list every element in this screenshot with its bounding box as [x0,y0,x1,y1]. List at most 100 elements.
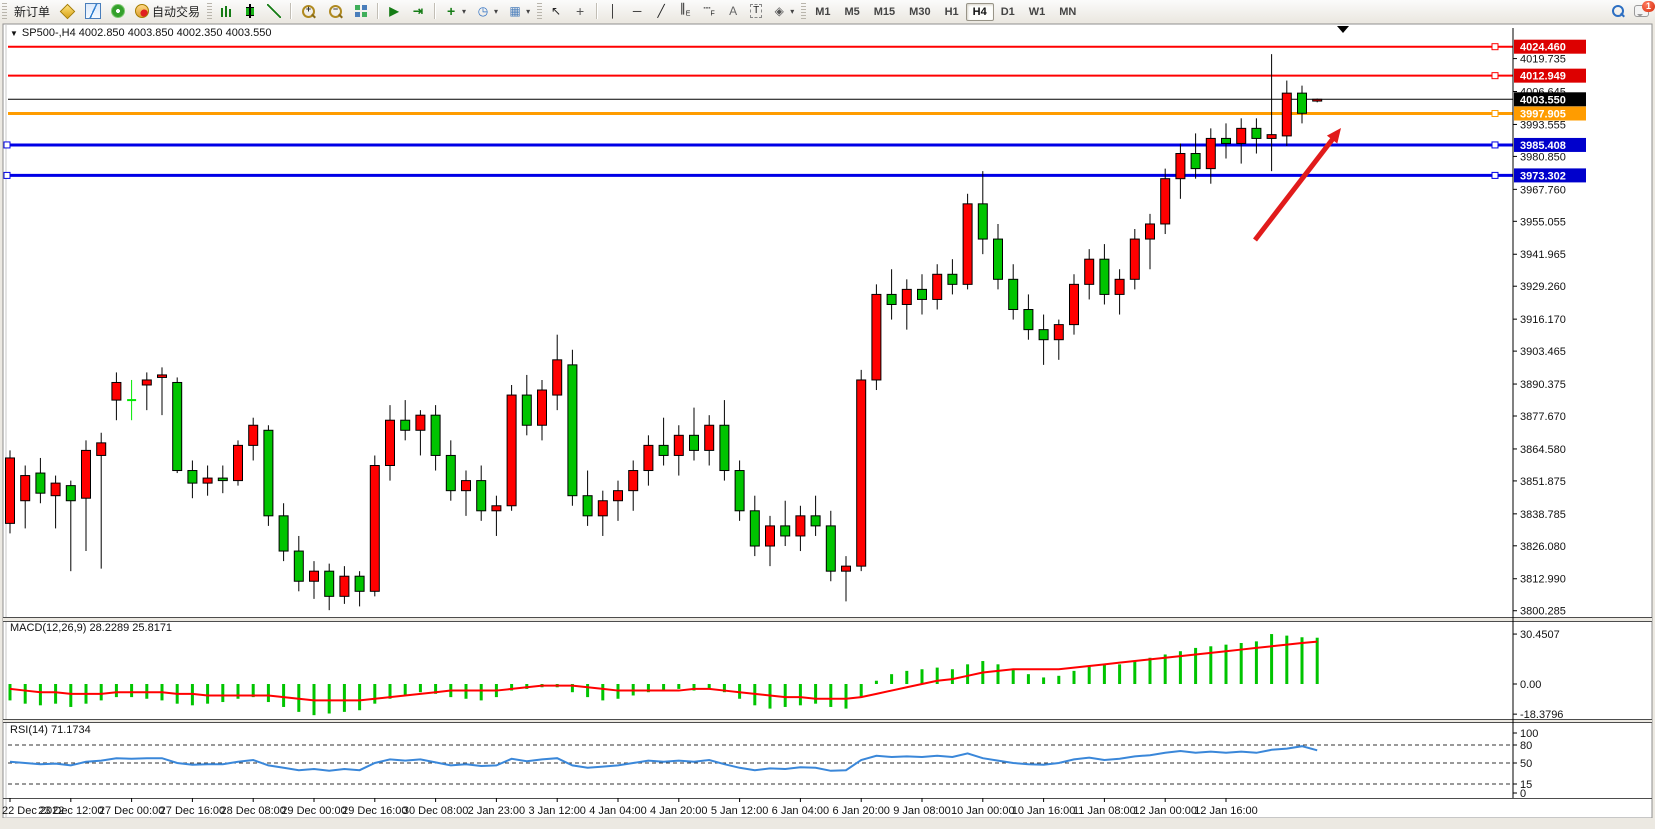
line-handle[interactable] [1491,171,1499,179]
candle-body [537,389,547,426]
main-toolbar: 新订单 自动交易 + − ▶ ⇥ + ▾ ◷ ▾ ▦ ▾ ↖ + │ ─ ╱ ∥… [0,0,1655,23]
crosshair-tool-button[interactable]: + [568,0,592,22]
timeframe-button-m1[interactable]: M1 [815,6,831,18]
candle-body [324,570,335,597]
horizontal-line-tool-button[interactable]: ─ [625,0,649,22]
timeframe-button-m30[interactable]: M30 [909,6,931,18]
line-handle[interactable] [3,141,11,149]
time-axis-label: 9 Jan 08:00 [893,805,951,817]
text-icon: A [729,4,738,18]
price-badge [1514,106,1586,121]
text-tool-button[interactable]: A [721,0,745,22]
candle-body [825,525,836,572]
price-tick-label: 3800.285 [1520,606,1566,618]
bar-chart-icon [220,5,233,17]
price-tick-label: 3929.260 [1520,281,1566,293]
candle-body [1160,178,1171,225]
line-handle[interactable] [1491,43,1499,51]
vertical-line-tool-button[interactable]: │ [601,0,625,22]
toolbar-grip [801,3,807,19]
macd-axis-label: 0.00 [1520,679,1541,691]
crosshair-icon: + [575,3,585,19]
chevron-down-icon: ▾ [790,6,795,16]
timeframe-button-h4[interactable]: H4 [965,3,994,21]
autotrading-button[interactable]: 自动交易 [130,0,205,22]
timeframe-button-d1[interactable]: D1 [1000,6,1015,18]
toolbar-right-group: 1 [1612,1,1655,17]
fibonacci-tool-button[interactable]: ┄F [697,0,721,22]
timeframe-button-mn[interactable]: MN [1059,6,1077,18]
search-icon[interactable] [1612,5,1624,17]
time-axis-label: 29 Dec 00:00 [281,805,346,817]
fibonacci-icon: ┄F [703,0,715,18]
line-handle[interactable] [1491,72,1499,80]
symbol-dropdown-icon[interactable]: ▼ [10,29,18,38]
price-badge [1514,168,1586,183]
periods-button[interactable]: ◷ ▾ [471,0,503,22]
time-axis-label: 28 Dec 08:00 [220,805,285,817]
timeframe-toolbar: M1 M5 M15 M30 H1 H4 D1 W1 MN [808,3,1083,21]
candle-body [1236,127,1247,144]
candle-body [734,470,745,512]
candle-body [993,238,1003,280]
macd-indicator-label: MACD(12,26,9) 28.2289 25.8171 [10,622,173,634]
candle-body [841,565,851,572]
channel-tool-button[interactable]: ∥E [673,0,697,22]
templates-button[interactable]: ▦ ▾ [503,0,535,22]
chat-icon[interactable]: 1 [1634,1,1655,17]
price-badge-label: 4012.949 [1520,71,1566,83]
candle-body [369,465,380,592]
arrows-tool-button[interactable]: ◈ ▾ [767,0,799,22]
channel-icon: ∥E [679,0,691,18]
price-badge [1514,39,1586,54]
chevron-down-icon: ▾ [526,6,531,16]
chart-symbol-title[interactable]: ▼ SP500-,H4 4002.850 4003.850 4002.350 40… [10,27,271,39]
zoom-in-button[interactable]: + [295,0,322,22]
bar-chart-button[interactable] [214,0,238,22]
new-order-tag-button[interactable] [55,0,80,22]
label-tool-button[interactable]: T [745,0,767,22]
candle-body [795,515,806,537]
candle-body [506,394,517,507]
candle-body [111,381,122,401]
chart-area[interactable]: 4019.7354006.6453993.5553980.8503967.760… [0,22,1655,824]
timeframe-button-w1[interactable]: W1 [1028,6,1046,18]
candle-body [5,457,15,524]
timeframe-button-m15[interactable]: M15 [873,6,896,18]
indicators-button[interactable]: + ▾ [439,0,471,22]
line-handle[interactable] [1491,141,1499,149]
candle-body [1175,153,1186,180]
line-handle[interactable] [1491,110,1499,118]
toolbar-separator [596,3,598,19]
trendline-tool-button[interactable]: ╱ [649,0,673,22]
add-indicator-icon: + [446,3,456,19]
cursor-tool-button[interactable]: ↖ [544,0,568,22]
candle-body [415,414,426,431]
line-chart-button[interactable] [262,0,286,22]
panel-splitter[interactable] [3,719,1652,723]
line-handle[interactable] [3,171,11,179]
signals-button[interactable] [106,0,130,22]
horizontal-line-icon: ─ [632,4,642,18]
candle-body [81,449,91,499]
price-tick-label: 3916.170 [1520,314,1566,326]
trend-arrow-line[interactable] [1253,134,1337,242]
time-axis-label: 10 Jan 16:00 [1012,805,1076,817]
zoom-out-button[interactable]: − [322,0,349,22]
timeframe-button-h1[interactable]: H1 [944,6,959,18]
candle-body [673,434,684,456]
time-axis-label: 5 Jan 12:00 [711,805,769,817]
new-chart-button[interactable] [80,0,106,22]
rsi-axis-label: 100 [1520,728,1538,740]
time-axis-label: 6 Jan 20:00 [832,805,890,817]
panel-splitter[interactable] [3,617,1652,622]
tile-windows-button[interactable] [349,0,373,22]
chart-shift-button[interactable]: ⇥ [406,0,430,22]
time-axis-label: 23 Dec 12:00 [38,805,103,817]
candlestick-chart-button[interactable] [238,0,262,22]
trend-arrow-head[interactable] [1326,128,1341,144]
candle-body [476,480,487,512]
auto-scroll-button[interactable]: ▶ [382,0,406,22]
timeframe-button-m5[interactable]: M5 [844,6,860,18]
new-order-button[interactable]: 新订单 [9,0,55,22]
